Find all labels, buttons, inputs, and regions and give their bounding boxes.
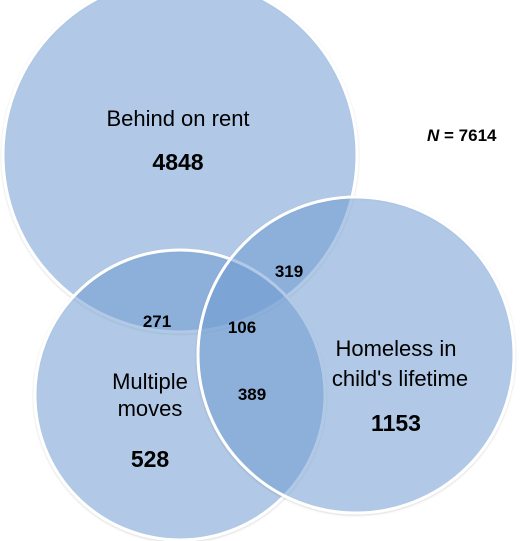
intersection-rent-homeless: 319: [275, 262, 303, 281]
intersection-all-three: 106: [228, 318, 256, 337]
sample-size-label: N = 7614: [427, 126, 497, 145]
set-label-multiple-moves-line1: Multiple: [112, 369, 188, 394]
set-count-homeless: 1153: [371, 410, 421, 436]
circle-homeless: [196, 195, 516, 515]
set-label-multiple-moves-line2: moves: [118, 396, 183, 421]
set-count-behind-on-rent: 4848: [152, 149, 203, 175]
set-label-behind-on-rent: Behind on rent: [106, 106, 249, 131]
set-label-homeless-line2: child's lifetime: [332, 366, 468, 391]
intersection-moves-homeless: 389: [238, 385, 266, 404]
set-count-multiple-moves: 528: [131, 446, 170, 472]
set-label-homeless-line1: Homeless in: [335, 336, 456, 361]
sample-size-value: = 7614: [439, 126, 497, 145]
sample-size-symbol: N: [427, 126, 440, 145]
intersection-rent-moves: 271: [143, 312, 171, 331]
